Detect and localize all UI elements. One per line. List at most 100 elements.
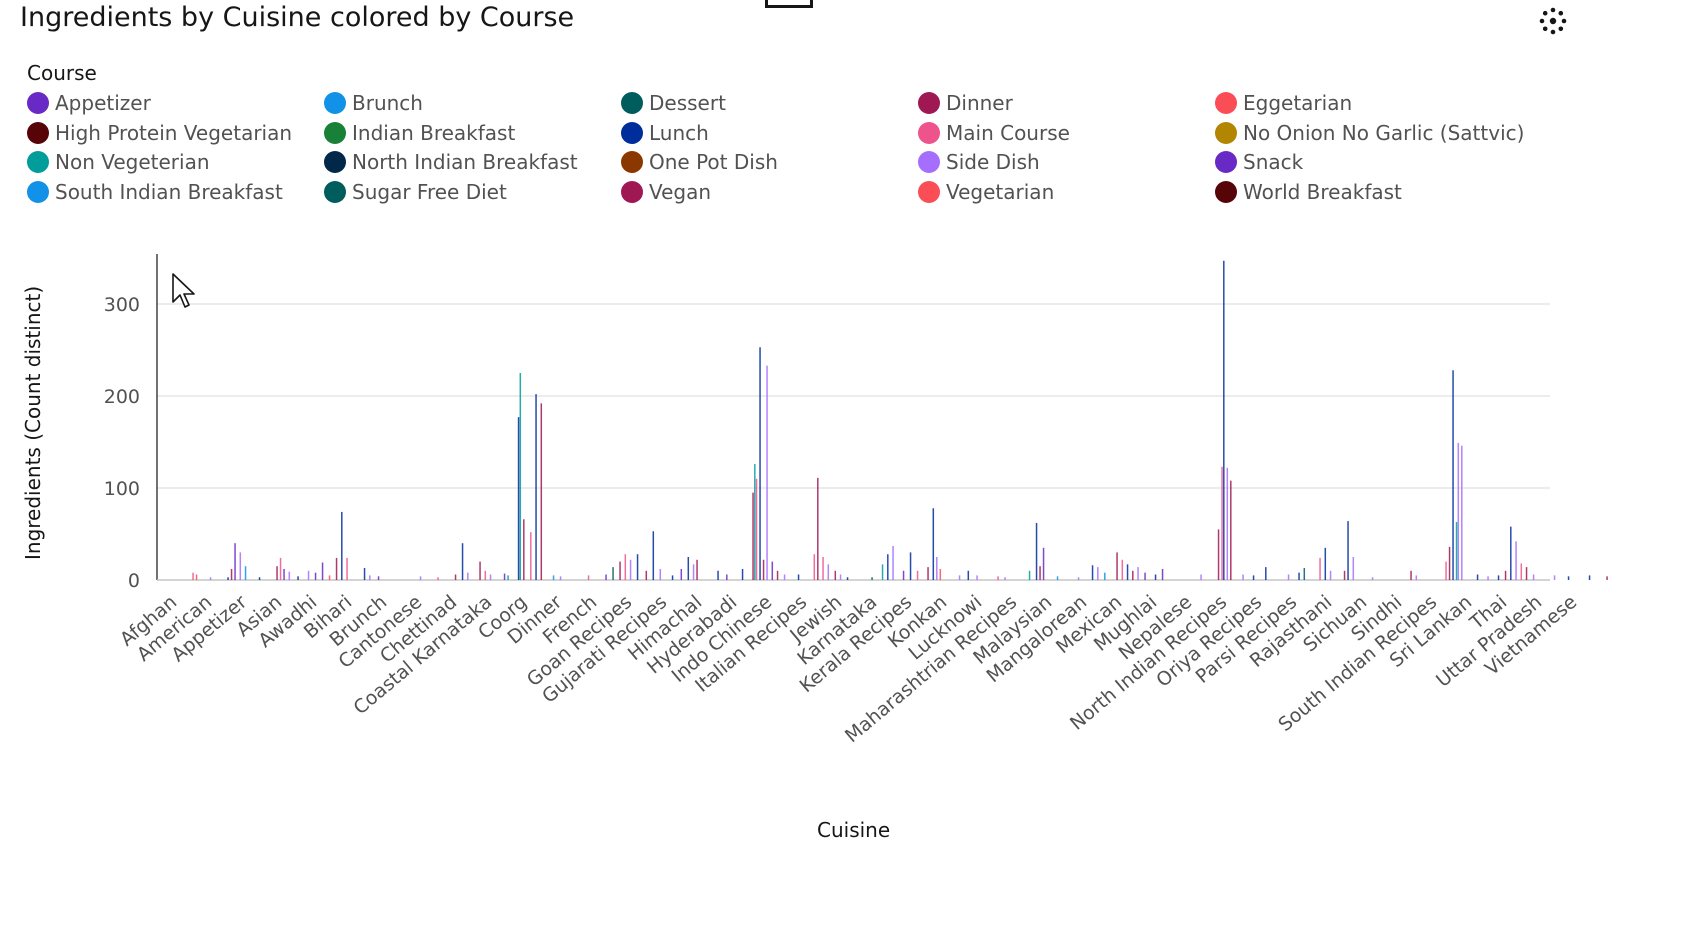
legend-swatch xyxy=(1215,121,1237,144)
bar xyxy=(652,531,655,580)
legend-item[interactable]: North Indian Breakfast xyxy=(324,148,578,176)
bar xyxy=(1525,567,1528,580)
bar xyxy=(827,564,830,580)
bar xyxy=(377,576,380,580)
legend-swatch xyxy=(918,151,940,174)
legend-swatch xyxy=(27,92,49,114)
bar xyxy=(766,365,768,580)
bar xyxy=(307,570,310,580)
legend-item[interactable]: Dessert xyxy=(621,89,726,117)
bar xyxy=(881,564,884,580)
legend-swatch xyxy=(324,151,346,174)
bar xyxy=(234,543,236,580)
bar xyxy=(346,557,348,580)
bar xyxy=(1303,568,1306,580)
bar xyxy=(1226,467,1229,580)
bar xyxy=(297,576,299,580)
legend-swatch xyxy=(324,181,346,204)
bar xyxy=(1329,570,1332,580)
legend-item[interactable]: Vegan xyxy=(621,178,711,206)
legend-item[interactable]: Vegetarian xyxy=(918,178,1054,206)
legend-item[interactable]: No Onion No Garlic (Sattvic) xyxy=(1215,119,1524,147)
legend-item[interactable]: Appetizer xyxy=(27,89,151,117)
legend-item[interactable]: Lunch xyxy=(621,119,709,147)
bar xyxy=(1221,466,1223,580)
bar xyxy=(817,477,819,580)
bar xyxy=(846,577,849,580)
bar xyxy=(314,572,317,580)
bar xyxy=(195,574,198,580)
bar xyxy=(1532,574,1535,580)
legend-item[interactable]: South Indian Breakfast xyxy=(27,178,283,206)
legend-item[interactable]: Snack xyxy=(1215,148,1303,176)
y-tick-label: 200 xyxy=(104,386,140,408)
legend-item[interactable]: Indian Breakfast xyxy=(324,119,515,147)
bar xyxy=(902,570,905,580)
y-tick-label: 100 xyxy=(104,478,140,500)
settings-icon[interactable] xyxy=(1538,6,1568,36)
bar xyxy=(1298,572,1300,580)
bar xyxy=(624,554,627,580)
bar xyxy=(762,559,765,580)
bar xyxy=(909,552,912,580)
bar xyxy=(1452,370,1454,580)
legend-item[interactable]: Brunch xyxy=(324,89,423,117)
bar xyxy=(871,577,873,580)
legend-swatch xyxy=(27,181,49,204)
bar xyxy=(1200,574,1202,580)
bar xyxy=(629,559,632,580)
bar xyxy=(783,574,786,580)
y-tick-label: 300 xyxy=(104,294,140,316)
legend-item[interactable]: World Breakfast xyxy=(1215,178,1402,206)
legend-swatch xyxy=(1215,181,1237,204)
panel-handle[interactable] xyxy=(765,0,813,8)
bar xyxy=(328,575,331,580)
bar xyxy=(363,568,366,580)
bar xyxy=(437,577,439,580)
legend-item[interactable]: One Pot Dish xyxy=(621,148,778,176)
legend-label: Dinner xyxy=(946,91,1013,115)
bar xyxy=(507,575,509,580)
bar xyxy=(1042,547,1045,580)
legend-label: Appetizer xyxy=(55,91,151,115)
bar xyxy=(461,543,464,580)
bar xyxy=(1510,526,1512,580)
legend-swatch xyxy=(1215,92,1237,114)
legend-item[interactable]: Dinner xyxy=(918,89,1013,117)
bar xyxy=(244,566,247,580)
bar xyxy=(1161,568,1164,580)
y-tick-label: 0 xyxy=(128,570,140,592)
bar xyxy=(1116,552,1118,580)
legend-item[interactable]: Sugar Free Diet xyxy=(324,178,507,206)
legend-item[interactable]: Non Vegeterian xyxy=(27,148,210,176)
bar xyxy=(1035,522,1038,580)
legend-swatch xyxy=(918,121,940,144)
bar xyxy=(1445,561,1447,580)
bar xyxy=(1091,565,1094,580)
bar xyxy=(612,567,614,580)
legend-item[interactable]: Eggetarian xyxy=(1215,89,1352,117)
bar xyxy=(530,532,532,580)
bar xyxy=(489,574,492,580)
legend-label: Lunch xyxy=(649,120,709,145)
legend-title: Course xyxy=(27,61,97,85)
bar xyxy=(605,574,607,580)
bar xyxy=(754,464,756,580)
legend-item[interactable]: Side Dish xyxy=(918,148,1040,176)
bar xyxy=(1230,480,1232,580)
bar xyxy=(523,519,525,580)
bar xyxy=(1154,574,1157,580)
bar xyxy=(967,570,970,580)
bar xyxy=(454,574,457,580)
bar xyxy=(1028,570,1031,580)
bar xyxy=(916,570,919,580)
bar xyxy=(1448,546,1451,580)
legend-item[interactable]: High Protein Vegetarian xyxy=(27,119,292,147)
bar xyxy=(1415,575,1418,580)
bar xyxy=(839,574,842,580)
bar xyxy=(1144,572,1146,580)
bar xyxy=(503,573,506,580)
legend-item[interactable]: Main Course xyxy=(918,119,1070,147)
bar xyxy=(1457,442,1460,580)
